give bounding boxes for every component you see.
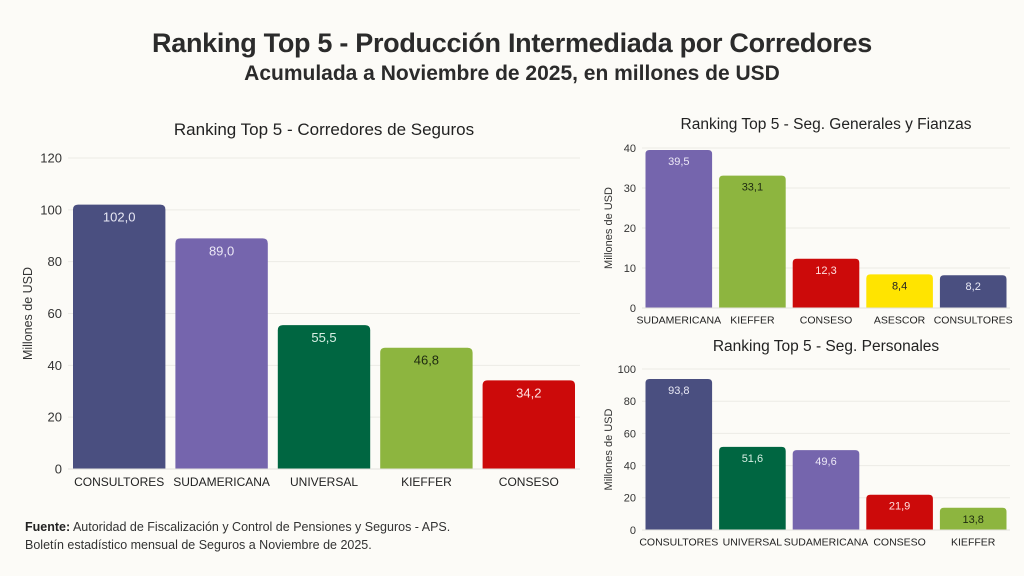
bar-value-label: 102,0 bbox=[103, 210, 136, 225]
bar-consultores bbox=[73, 204, 166, 469]
x-tick-label: UNIVERSAL bbox=[290, 475, 358, 489]
x-tick-label: ASESCOR bbox=[874, 315, 926, 327]
sub-title: Acumulada a Noviembre de 2025, en millon… bbox=[244, 62, 780, 85]
y-tick-label: 0 bbox=[630, 303, 636, 315]
bar-consultores bbox=[939, 275, 1007, 308]
y-tick-label: 10 bbox=[624, 263, 636, 275]
bar-value-label: 8,2 bbox=[966, 281, 981, 293]
y-tick-label: 20 bbox=[624, 223, 636, 235]
y-axis-label: Millones de USD bbox=[603, 408, 615, 490]
bar-kieffer bbox=[719, 175, 786, 308]
bar-value-label: 12,3 bbox=[815, 265, 836, 277]
chart-title: Ranking Top 5 - Seg. Generales y Fianzas bbox=[681, 116, 972, 133]
y-tick-label: 20 bbox=[48, 410, 62, 425]
y-axis-label: Millones de USD bbox=[21, 267, 35, 360]
y-tick-label: 40 bbox=[624, 460, 636, 472]
y-tick-label: 120 bbox=[40, 151, 62, 166]
x-tick-label: UNIVERSAL bbox=[723, 537, 783, 549]
bar-value-label: 46,8 bbox=[414, 353, 439, 368]
bar-value-label: 51,6 bbox=[742, 453, 763, 465]
y-tick-label: 60 bbox=[624, 428, 636, 440]
bar-value-label: 39,5 bbox=[668, 156, 689, 168]
chart-corredores: Ranking Top 5 - Corredores de Seguros 0 20… bbox=[0, 110, 600, 510]
x-tick-label: SUDAMERICANA bbox=[173, 475, 270, 489]
bar-value-label: 93,8 bbox=[668, 385, 689, 397]
main-title: Ranking Top 5 - Producción Intermediada … bbox=[152, 28, 872, 58]
chart-svg: Ranking Top 5 - Seg. Personales 0 20 40 60 80… bbox=[603, 338, 1010, 549]
bar-value-label: 21,9 bbox=[889, 501, 910, 513]
bar-universal bbox=[277, 325, 371, 469]
y-tick-label: 30 bbox=[624, 183, 636, 195]
bar-sudamericana bbox=[645, 150, 713, 308]
y-tick-label: 40 bbox=[624, 143, 636, 155]
bar-conseso bbox=[866, 494, 933, 530]
x-tick-label: SUDAMERICANA bbox=[784, 537, 869, 549]
bar-value-label: 89,0 bbox=[209, 243, 234, 258]
y-tick-label: 0 bbox=[55, 462, 62, 477]
source-line-2: Boletín estadístico mensual de Seguros a… bbox=[25, 538, 372, 552]
bar-value-label: 8,4 bbox=[892, 280, 907, 292]
bar-universal bbox=[719, 446, 786, 530]
y-tick-label: 100 bbox=[40, 202, 62, 217]
chart-title: Ranking Top 5 - Seg. Personales bbox=[713, 338, 940, 355]
y-axis-label: Millones de USD bbox=[603, 187, 615, 269]
x-tick-label: KIEFFER bbox=[401, 475, 452, 489]
chart-svg: Ranking Top 5 - Seg. Generales y Fianzas… bbox=[603, 116, 1013, 327]
bar-value-label: 34,2 bbox=[516, 385, 541, 400]
bar-value-label: 33,1 bbox=[742, 182, 763, 194]
bar-asescor bbox=[866, 274, 933, 308]
source-line-1: Autoridad de Fiscalización y Control de … bbox=[72, 520, 451, 534]
bar-sudamericana bbox=[792, 450, 860, 530]
y-tick-label: 80 bbox=[624, 396, 636, 408]
x-tick-label: CONSESO bbox=[499, 475, 559, 489]
bar-conseso bbox=[482, 380, 575, 469]
bar-sudamericana bbox=[175, 238, 268, 469]
chart-title: Ranking Top 5 - Corredores de Seguros bbox=[174, 120, 474, 139]
y-tick-label: 40 bbox=[48, 358, 62, 373]
y-tick-label: 20 bbox=[624, 493, 636, 505]
x-tick-label: KIEFFER bbox=[951, 537, 996, 549]
x-tick-label: SUDAMERICANA bbox=[636, 315, 721, 327]
x-tick-label: CONSESO bbox=[800, 315, 853, 327]
y-tick-label: 80 bbox=[48, 254, 62, 269]
bar-consultores bbox=[645, 378, 713, 530]
x-tick-label: CONSULTORES bbox=[74, 475, 164, 489]
source-note: Fuente: Autoridad de Fiscalización y Con… bbox=[25, 518, 450, 554]
y-tick-label: 0 bbox=[630, 525, 636, 537]
x-tick-label: CONSULTORES bbox=[934, 315, 1013, 327]
x-tick-label: CONSESO bbox=[873, 537, 926, 549]
bar-kieffer bbox=[380, 347, 473, 469]
bar-kieffer bbox=[939, 507, 1007, 530]
x-tick-label: KIEFFER bbox=[730, 315, 775, 327]
chart-personales: Ranking Top 5 - Seg. Personales 0 20 40 60 80… bbox=[600, 332, 1024, 552]
y-tick-label: 100 bbox=[618, 364, 636, 376]
source-label: Fuente: bbox=[25, 520, 71, 534]
x-tick-label: CONSULTORES bbox=[639, 537, 718, 549]
y-tick-label: 60 bbox=[48, 306, 62, 321]
bar-value-label: 13,8 bbox=[962, 514, 983, 526]
chart-generales: Ranking Top 5 - Seg. Generales y Fianzas… bbox=[600, 108, 1024, 333]
bar-value-label: 49,6 bbox=[815, 456, 836, 468]
bar-value-label: 55,5 bbox=[311, 330, 336, 345]
chart-svg: Ranking Top 5 - Corredores de Seguros 0 20… bbox=[21, 120, 580, 489]
bar-conseso bbox=[792, 258, 860, 308]
